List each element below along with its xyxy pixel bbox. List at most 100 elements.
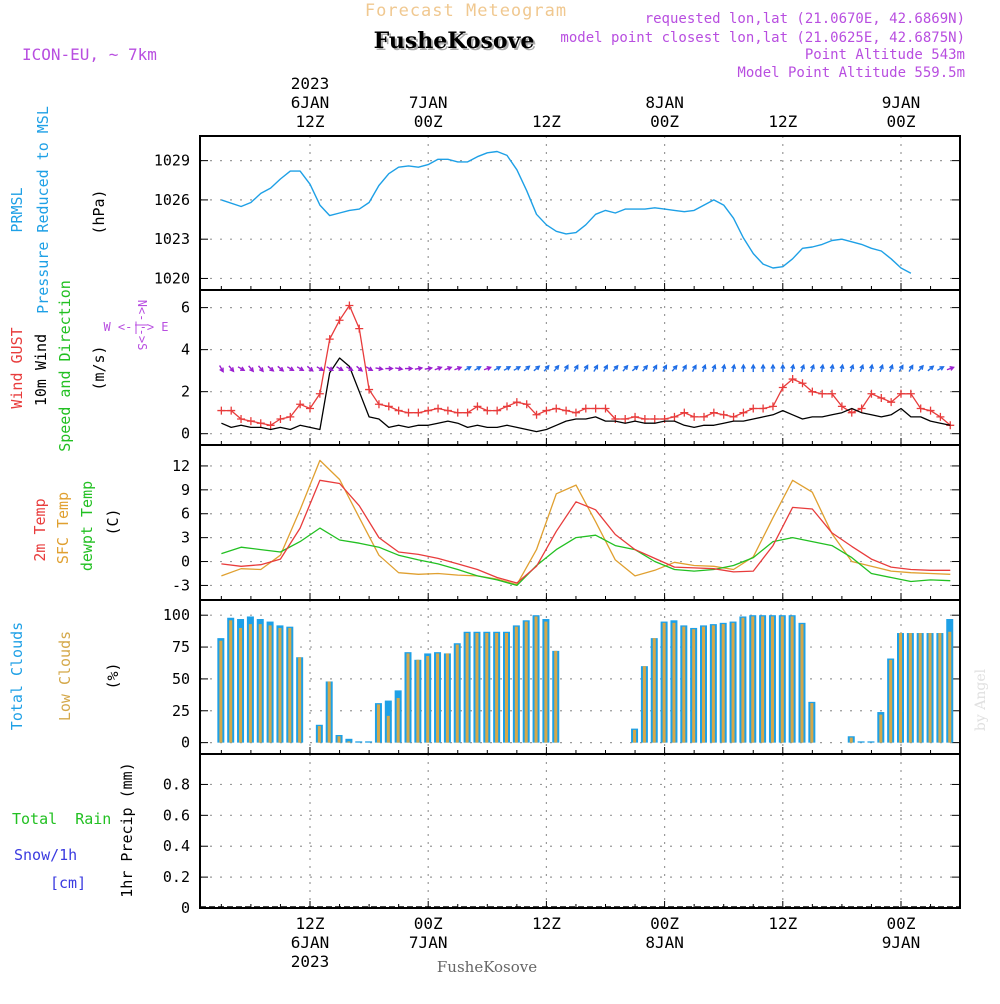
- wind-arrow: [405, 366, 414, 372]
- gust-point: [601, 404, 610, 413]
- gust-point: [749, 404, 758, 413]
- wind-arrow-head: [368, 366, 374, 372]
- gust-point: [374, 400, 383, 409]
- wind-arrow-head: [583, 364, 589, 370]
- wind-arrow: [316, 366, 325, 372]
- low-cloud-bar: [455, 644, 459, 743]
- total-cloud-bar: [345, 738, 353, 743]
- wind-arrow-head: [299, 366, 305, 372]
- wind-arrow-head: [819, 363, 825, 370]
- wind-arrow-head: [780, 363, 786, 369]
- low-cloud-bar: [396, 698, 400, 743]
- gust-point: [581, 404, 590, 413]
- location-title-shadow: FusheKosove: [376, 30, 537, 56]
- bottom-time-label: 12Z: [296, 914, 325, 933]
- low-cloud-bar: [800, 624, 804, 743]
- wind-arrow-head: [908, 364, 914, 370]
- cloud-label-low: Low Clouds: [56, 631, 74, 721]
- gust-point: [877, 393, 886, 402]
- low-cloud-bar: [495, 633, 499, 743]
- wind-arrow: [267, 365, 275, 372]
- top-time-label: 00Z: [887, 112, 916, 131]
- low-cloud-bar: [239, 627, 243, 743]
- low-cloud-bar: [790, 616, 794, 743]
- y-tick-label: 2: [181, 383, 190, 401]
- wind-arrow-head: [760, 363, 766, 369]
- wind-arrow-head: [839, 363, 845, 370]
- wind-arrow-head: [476, 366, 482, 371]
- wind-arrow-head: [879, 363, 884, 370]
- low-cloud-bar: [672, 622, 676, 743]
- wind-arrow: [414, 366, 424, 371]
- wind-arrow: [671, 364, 678, 372]
- bottom-time-label: 00Z: [650, 914, 679, 933]
- wind-arrow: [652, 364, 658, 372]
- top-time-label: 12Z: [768, 112, 797, 131]
- wind-arrow-head: [682, 364, 687, 370]
- low-cloud-bar: [445, 653, 449, 743]
- low-cloud-bar: [761, 616, 765, 743]
- wind-arrow-head: [456, 366, 463, 371]
- low-cloud-bar: [386, 715, 390, 743]
- wind-arrow: [879, 363, 884, 373]
- watermark: by Angel: [973, 668, 989, 731]
- wind-arrow: [859, 363, 865, 373]
- gust-point: [227, 406, 236, 415]
- gust-point: [355, 324, 364, 333]
- wind-arrow-head: [849, 363, 855, 370]
- wind-arrow: [908, 364, 914, 372]
- pressure-series: [221, 150, 912, 274]
- y-tick-label: 0.6: [163, 806, 190, 824]
- gust-point: [522, 400, 531, 409]
- wind-arrow: [356, 365, 364, 372]
- wind-arrow: [829, 363, 835, 373]
- gust-point: [532, 410, 541, 419]
- y-tick-label: 25: [172, 702, 190, 720]
- wind-arrow-head: [408, 366, 414, 372]
- gust-point: [443, 406, 452, 415]
- wind-arrow-head: [918, 364, 924, 370]
- wind-arrow-head: [466, 366, 472, 371]
- wind-arrow: [770, 363, 776, 373]
- low-cloud-bar: [288, 627, 292, 743]
- wind-panel-frame: [199, 289, 961, 446]
- wind-arrow-head: [929, 365, 935, 371]
- y-tick-label: 6: [181, 299, 190, 317]
- gust-point: [591, 404, 600, 413]
- wind-arrow: [800, 363, 805, 373]
- gust-point: [325, 335, 334, 344]
- wind-arrow: [248, 365, 255, 373]
- low-cloud-bar: [849, 737, 853, 743]
- wind-label-gust: Wind GUST: [8, 327, 26, 408]
- temp-label-2m: 2m Temp: [31, 498, 49, 561]
- y-tick-label: 0.8: [163, 775, 190, 793]
- wind-arrow-head: [770, 363, 776, 369]
- gust-point: [700, 412, 708, 421]
- y-tick-label: 0.4: [163, 837, 190, 855]
- wind-arrow-head: [328, 366, 334, 372]
- wind-arrow: [228, 365, 235, 373]
- wind-arrow: [493, 366, 502, 371]
- sfc-temp-line: [221, 459, 951, 586]
- bottom-time-label: 00Z: [414, 914, 443, 933]
- y-tick-label: 3: [181, 529, 190, 547]
- wind-arrow-head: [949, 366, 955, 371]
- low-cloud-bar: [406, 653, 410, 743]
- gust-point: [384, 402, 393, 411]
- cloud-labels: Total Clouds Low Clouds (%): [8, 622, 122, 730]
- gust-point: [709, 408, 718, 417]
- gust-point: [434, 404, 443, 413]
- wind-arrow-head: [398, 366, 404, 372]
- wind-arrow-head: [810, 363, 815, 370]
- gust-point: [887, 398, 896, 407]
- wind-arrow-head: [447, 366, 453, 371]
- gust-point: [404, 408, 413, 417]
- low-cloud-bar: [633, 729, 637, 743]
- gust-point: [306, 404, 314, 413]
- y-tick-label: 75: [172, 638, 190, 656]
- wind-arrow: [790, 363, 796, 373]
- low-cloud-bar: [416, 659, 420, 743]
- wind-arrow-head: [573, 364, 579, 370]
- wind-arrow: [603, 364, 608, 372]
